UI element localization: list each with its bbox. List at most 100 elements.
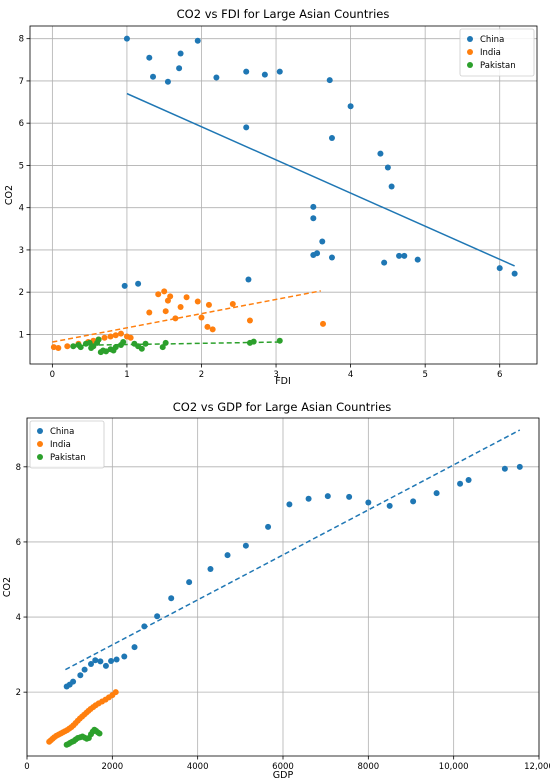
legend-marker-india (37, 441, 43, 447)
china-point (194, 37, 201, 44)
x-axis-label: GDP (273, 770, 294, 781)
y-tick-label: 6 (19, 119, 24, 129)
y-tick-label: 7 (19, 77, 24, 87)
legend-label-pakistan: Pakistan (50, 453, 86, 463)
plot-frame (26, 417, 540, 757)
y-tick-label: 8 (16, 463, 21, 473)
legend-marker-india (467, 49, 473, 55)
pakistan-point (159, 344, 166, 351)
china-point (346, 493, 353, 500)
y-tick-label: 3 (19, 246, 24, 256)
y-tick-label: 2 (19, 288, 24, 298)
china-point (324, 493, 331, 500)
china-point (261, 71, 268, 78)
china-point (386, 502, 393, 509)
legend-label-china: China (480, 35, 504, 45)
x-tick-label: 6 (497, 370, 502, 380)
x-axis-label: FDI (275, 376, 291, 387)
india-point (101, 334, 108, 341)
pakistan-point (120, 339, 127, 346)
y-tick-label: 4 (19, 204, 24, 214)
india-point (112, 689, 119, 696)
china-point (410, 498, 417, 505)
india-point (246, 317, 253, 324)
pakistan-trend-line (74, 341, 280, 347)
pakistan-point (96, 730, 103, 737)
china-point (305, 495, 312, 502)
y-tick-label: 2 (16, 688, 21, 698)
x-tick-label: 0 (24, 762, 29, 772)
co2-vs-gdp-chart: CO2 vs GDP for Large Asian Countries 0 20… (2, 400, 550, 781)
china-point (347, 103, 354, 110)
legend-box (459, 28, 535, 77)
china-point (265, 523, 272, 530)
china-point (131, 644, 138, 651)
china-point (102, 662, 109, 669)
y-tick-label: 1 (19, 330, 24, 340)
x-tick-label: 4 (348, 370, 353, 380)
china-trend-line (65, 429, 521, 671)
china-point (286, 501, 293, 508)
pakistan-point (70, 343, 77, 350)
legend-label-pakistan: Pakistan (480, 61, 516, 71)
india-point (183, 294, 190, 301)
x-tick-label: 0 (50, 370, 55, 380)
plot-frame (29, 25, 538, 365)
y-axis-label: CO2 (4, 185, 15, 205)
x-tick-label: 2 (199, 370, 204, 380)
india-point (204, 323, 211, 330)
y-tick-label: 4 (16, 613, 21, 623)
china-point (177, 50, 184, 57)
china-point (516, 463, 523, 470)
china-point (276, 68, 283, 75)
india-point (64, 343, 71, 350)
india-point (320, 320, 327, 327)
legend: China India Pakistan (29, 420, 105, 469)
chart-title: CO2 vs GDP for Large Asian Countries (173, 400, 392, 414)
x-tick-label: 5 (422, 370, 427, 380)
pakistan-point (95, 336, 102, 343)
china-point (328, 134, 335, 141)
legend-marker-pakistan (37, 454, 43, 460)
india-point (117, 330, 124, 337)
china-point (465, 476, 472, 483)
china-point (433, 490, 440, 497)
x-tick-label: 10,000 (439, 762, 469, 772)
china-point (396, 252, 403, 259)
china-point (123, 35, 130, 42)
china-point (121, 653, 128, 660)
china-point (326, 77, 333, 84)
china-point (388, 183, 395, 190)
china-point (88, 660, 94, 667)
china-point (146, 54, 153, 61)
co2-vs-fdi-chart: CO2 vs FDI for Large Asian Countries 0 1 2… (4, 7, 538, 387)
china-point (501, 465, 508, 472)
china-point (245, 276, 252, 283)
china-point (310, 215, 317, 222)
china-point (154, 613, 161, 620)
legend: China India Pakistan (459, 28, 535, 77)
india-point (177, 303, 184, 310)
y-tick-label: 8 (19, 35, 24, 45)
china-point (365, 499, 372, 506)
china-point (176, 65, 183, 72)
legend-marker-china (467, 36, 473, 42)
china-point (141, 623, 148, 630)
chart-title: CO2 vs FDI for Large Asian Countries (177, 7, 390, 21)
x-tick-label: 3 (273, 370, 278, 380)
india-point (146, 309, 153, 316)
china-point (384, 164, 391, 171)
china-point (381, 259, 388, 266)
india-point (112, 332, 119, 339)
china-point (457, 480, 464, 487)
x-tick-label: 6000 (272, 762, 294, 772)
pakistan-point (276, 337, 283, 344)
china-trend-line (126, 92, 515, 267)
india-point (209, 326, 216, 333)
india-point (50, 344, 57, 351)
china-point (496, 265, 503, 272)
china-point (121, 282, 128, 289)
legend-label-china: China (50, 427, 74, 437)
x-tick-label: 2000 (102, 762, 124, 772)
china-point (243, 68, 250, 75)
